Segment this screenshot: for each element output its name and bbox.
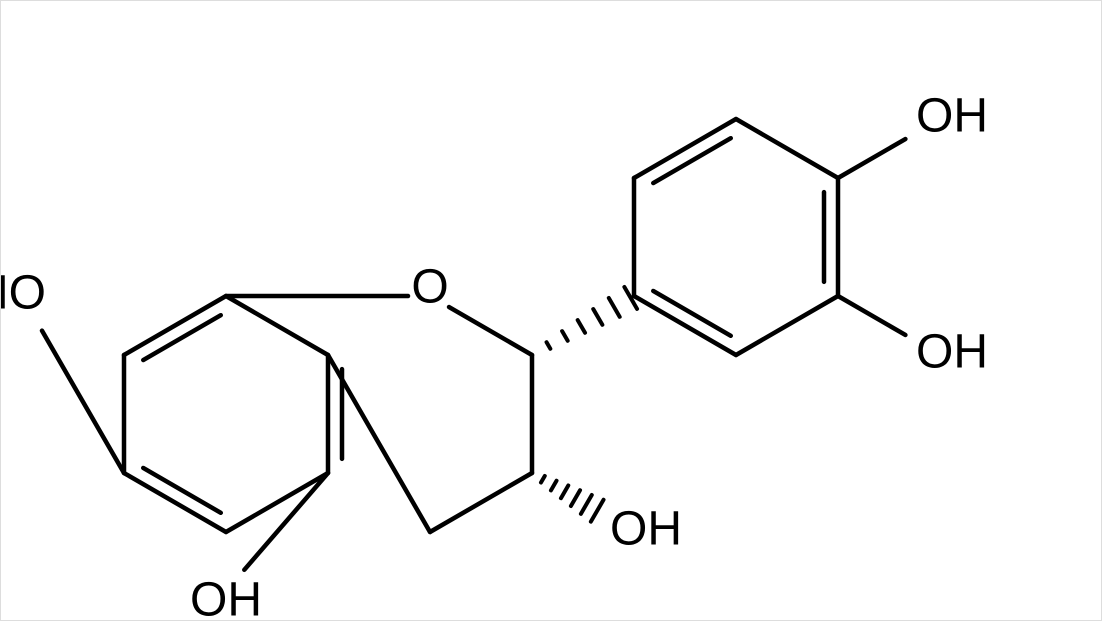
atom-label: OH [916, 326, 988, 379]
atom-label: O [411, 261, 448, 314]
atom-label: OH [190, 574, 262, 621]
molecule-canvas: O OH OH OH OH HO [0, 0, 1102, 621]
atom-label: HO [0, 267, 46, 320]
atom-label: OH [916, 90, 988, 143]
atom-label: OH [610, 503, 682, 556]
